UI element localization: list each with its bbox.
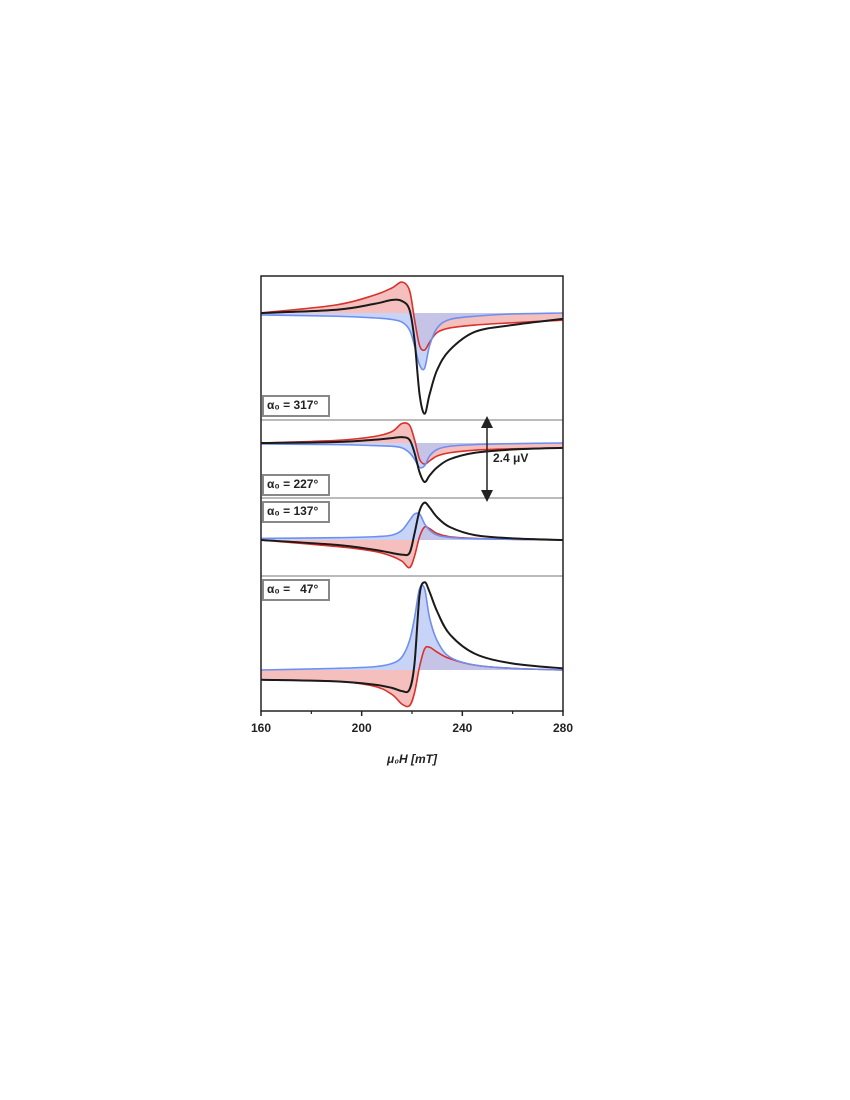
label-box (262, 579, 330, 601)
curve (260, 436, 564, 484)
x-tick-label: 160 (251, 721, 271, 735)
curve (260, 298, 564, 415)
label-box (262, 501, 330, 523)
curve (260, 312, 564, 371)
x-tick-label: 240 (452, 721, 472, 735)
label-box (262, 395, 330, 417)
curve (260, 281, 564, 352)
x-tick-label: 280 (553, 721, 573, 735)
area-fill (261, 585, 563, 670)
curve (260, 581, 564, 694)
panel-label: α₀ = 227° (267, 477, 318, 491)
scale-bar-label: 2.4 μV (493, 451, 528, 465)
curve (260, 422, 564, 465)
x-tick-label: 200 (352, 721, 372, 735)
curve (260, 501, 564, 557)
area-fill (261, 512, 563, 540)
x-axis-label: μ₀H [mT] (386, 752, 438, 766)
panel-label: α₀ = 47° (267, 582, 318, 596)
panel-label: α₀ = 137° (267, 504, 318, 518)
panel-label: α₀ = 317° (267, 398, 318, 412)
label-box (262, 474, 330, 496)
curve (260, 442, 564, 469)
area-fill (261, 282, 563, 351)
